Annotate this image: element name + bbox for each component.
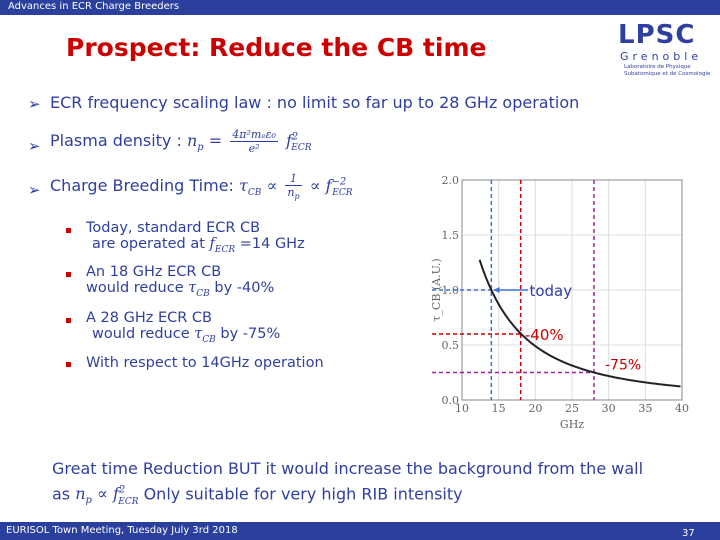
sub-bullet-marker	[66, 228, 71, 233]
lpsc-logo: LPSC Grenoble Laboratoire de Physique Su…	[612, 20, 712, 80]
cb-time-fraction: 1 np	[285, 172, 302, 202]
x-tick-label: 30	[602, 402, 616, 415]
page-number: 37	[682, 528, 695, 539]
annotation-today: today	[529, 282, 572, 300]
tau-chart: 10 15 20 25 30 35 40 0.0 0.5 1.0 1.5 2.0 GHz τ_CB (A.…	[430, 170, 720, 440]
y-tick-label: 0.0	[442, 394, 460, 407]
density-formula: np = 4π²mₑε₀ e² f2ECR	[186, 128, 312, 155]
bullet-frequency: ECR frequency scaling law : no limit so …	[50, 93, 580, 112]
y-tick-label: 1.0	[442, 284, 460, 297]
header-text: Advances in ECR Charge Breeders	[8, 1, 180, 12]
density-fraction: 4π²mₑε₀ e²	[230, 128, 278, 155]
x-tick-label: 15	[492, 402, 506, 415]
bullet-density: Plasma density : np = 4π²mₑε₀ e² f2ECR	[50, 128, 312, 155]
y-axis-label: τ_CB (A.U.)	[430, 258, 443, 321]
x-tick-label: 25	[565, 402, 579, 415]
arrow-bullet-icon: ➢	[28, 137, 41, 155]
header-bar: Advances in ECR Charge Breeders	[0, 0, 720, 15]
sub-bullet-reference: With respect to 14GHz operation	[86, 355, 324, 371]
bullet-cb-time: Charge Breeding Time: τCB ∝ 1 np ∝ f−2EC…	[50, 172, 353, 201]
annotation-minus-40: -40%	[525, 326, 564, 344]
x-tick-label: 40	[675, 402, 689, 415]
sub-bullet-28ghz: A 28 GHz ECR CB would reduce τCB by -75%	[86, 310, 281, 345]
y-tick-label: 2.0	[442, 174, 460, 187]
sub-bullet-marker	[66, 362, 71, 367]
bullet-cb-time-label: Charge Breeding Time:	[50, 176, 234, 196]
tau-curve	[478, 259, 681, 388]
annotation-arrowhead	[493, 287, 500, 293]
bullet-density-label: Plasma density :	[50, 131, 182, 150]
x-tick-label: 35	[638, 402, 652, 415]
sub-bullet-18ghz: An 18 GHz ECR CB would reduce τCB by -40…	[86, 264, 275, 299]
cb-time-formula: τCB ∝ 1 np ∝ f−2ECR	[239, 172, 353, 202]
x-tick-label: 10	[455, 402, 469, 415]
arrow-bullet-icon: ➢	[28, 181, 41, 199]
sub-bullet-today: Today, standard ECR CB are operated at f…	[86, 220, 305, 255]
footer-bar	[0, 522, 720, 540]
x-axis-label: GHz	[560, 418, 584, 431]
logo-main: LPSC	[618, 20, 696, 50]
logo-sub: Grenoble	[620, 50, 703, 63]
sub-bullet-marker	[66, 318, 71, 323]
logo-small: Laboratoire de Physique Subatomique et d…	[624, 64, 710, 78]
tau-chart-svg: 10 15 20 25 30 35 40 0.0 0.5 1.0 1.5 2.0 GHz τ_CB (A.…	[430, 174, 689, 431]
logo-line1: Laboratoire de Physique	[624, 64, 691, 70]
logo-line2: Subatomique et de Cosmologie	[624, 71, 711, 77]
sub-bullet-marker	[66, 272, 71, 277]
y-tick-label: 0.5	[442, 339, 460, 352]
annotation-minus-75: -75%	[605, 358, 641, 374]
x-tick-label: 20	[528, 402, 542, 415]
footer-event: EURISOL Town Meeting, Tuesday July 3rd 2…	[6, 525, 238, 536]
arrow-bullet-icon: ➢	[28, 95, 41, 113]
bottom-statement: Great time Reduction BUT it would increa…	[52, 459, 644, 507]
y-tick-label: 1.5	[442, 229, 460, 242]
slide-title: Prospect: Reduce the CB time	[66, 33, 487, 62]
